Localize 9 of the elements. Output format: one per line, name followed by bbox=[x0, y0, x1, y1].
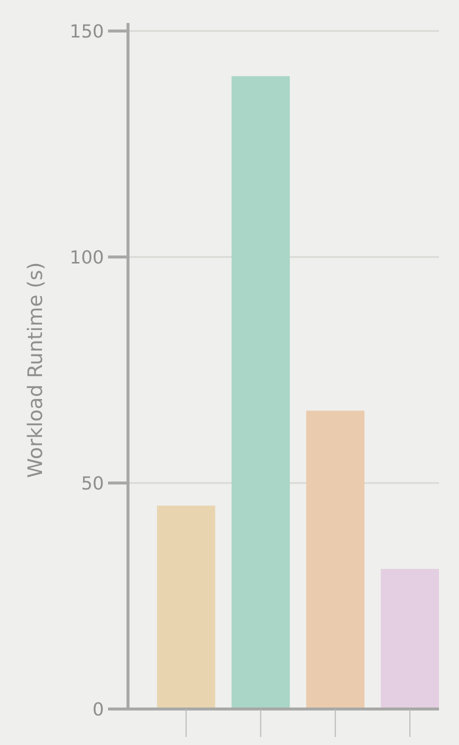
y-axis-title: Workload Runtime (s) bbox=[23, 262, 47, 478]
y-tick-label: 100 bbox=[70, 247, 104, 268]
bar bbox=[157, 506, 216, 709]
bar bbox=[232, 76, 290, 709]
y-tick-label: 0 bbox=[92, 699, 104, 720]
bar bbox=[380, 568, 439, 709]
y-tick-label: 50 bbox=[81, 473, 104, 494]
bar bbox=[306, 410, 364, 709]
y-tick-label: 150 bbox=[70, 21, 104, 42]
